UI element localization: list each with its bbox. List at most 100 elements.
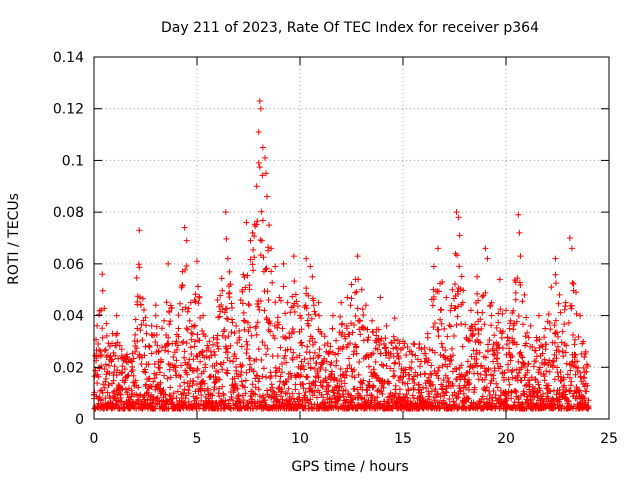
data-point: [300, 385, 307, 392]
data-point: [464, 396, 471, 403]
data-point: [447, 323, 454, 330]
data-point: [99, 271, 106, 278]
data-point: [409, 392, 416, 399]
data-point: [570, 281, 577, 288]
data-point: [348, 365, 355, 372]
data-point: [427, 370, 434, 377]
plot-frame: [93, 56, 610, 420]
data-point: [255, 378, 262, 385]
data-point: [486, 399, 493, 406]
data-point: [437, 352, 444, 359]
data-point: [581, 375, 588, 382]
data-point: [446, 396, 453, 403]
data-point: [287, 370, 294, 377]
data-point: [293, 298, 300, 305]
data-point: [196, 293, 203, 300]
data-point: [173, 338, 180, 345]
data-point: [151, 375, 158, 382]
data-point: [231, 330, 238, 337]
data-point: [133, 274, 140, 281]
data-point: [213, 399, 220, 406]
data-point: [394, 350, 401, 357]
data-point: [561, 382, 568, 389]
data-point: [557, 396, 564, 403]
data-point: [291, 308, 298, 315]
data-point: [521, 390, 528, 397]
data-point: [493, 324, 500, 331]
data-point: [199, 348, 206, 355]
data-point: [561, 306, 568, 313]
data-point: [348, 281, 355, 288]
data-point: [265, 297, 272, 304]
data-point: [202, 333, 209, 340]
data-point: [484, 348, 491, 355]
data-point: [185, 387, 192, 394]
data-point: [524, 329, 531, 336]
data-point: [422, 350, 429, 357]
data-point: [509, 335, 516, 342]
data-point: [431, 349, 438, 356]
data-point: [433, 391, 440, 398]
data-point: [301, 356, 308, 363]
data-point: [177, 374, 184, 381]
data-point: [276, 378, 283, 385]
data-point: [226, 294, 233, 301]
data-point: [409, 351, 416, 358]
data-point: [113, 312, 120, 319]
data-point: [181, 379, 188, 386]
data-point: [303, 305, 310, 312]
data-point: [474, 370, 481, 377]
data-point: [329, 325, 336, 332]
data-point: [142, 314, 149, 321]
data-point: [230, 358, 237, 365]
data-point: [321, 333, 328, 340]
data-point: [518, 377, 525, 384]
data-point: [239, 286, 246, 293]
data-point: [556, 291, 563, 298]
data-point: [252, 384, 259, 391]
data-point: [485, 365, 492, 372]
data-point: [506, 325, 513, 332]
data-point: [453, 209, 460, 216]
data-point: [150, 397, 157, 404]
data-point: [299, 342, 306, 349]
data-point: [328, 359, 335, 366]
y-tick-label: 0.08: [53, 205, 84, 221]
data-point: [450, 398, 457, 405]
data-point: [515, 313, 522, 320]
data-point: [506, 345, 513, 352]
data-point: [552, 271, 559, 278]
data-point: [226, 357, 233, 364]
data-point: [499, 345, 506, 352]
data-point: [519, 400, 526, 407]
data-point: [332, 351, 339, 358]
data-point: [251, 233, 258, 240]
data-point: [483, 384, 490, 391]
data-point: [457, 387, 464, 394]
data-point: [357, 331, 364, 338]
x-tick-label: 0: [90, 431, 99, 447]
data-point: [209, 341, 216, 348]
data-point: [438, 320, 445, 327]
data-point: [102, 346, 109, 353]
data-point: [383, 352, 390, 359]
data-point: [512, 387, 519, 394]
data-point: [137, 301, 144, 308]
data-point: [94, 380, 101, 387]
data-point: [435, 367, 442, 374]
data-point: [530, 363, 537, 370]
data-point: [188, 350, 195, 357]
data-point: [478, 362, 485, 369]
x-tick-label: 15: [394, 431, 412, 447]
data-point: [224, 354, 231, 361]
data-point: [518, 364, 525, 371]
data-point: [128, 368, 135, 375]
data-point: [210, 334, 217, 341]
data-point: [405, 386, 412, 393]
data-point: [309, 335, 316, 342]
data-point: [190, 367, 197, 374]
data-point: [315, 374, 322, 381]
data-point: [562, 299, 569, 306]
data-point: [509, 353, 516, 360]
data-point: [285, 385, 292, 392]
